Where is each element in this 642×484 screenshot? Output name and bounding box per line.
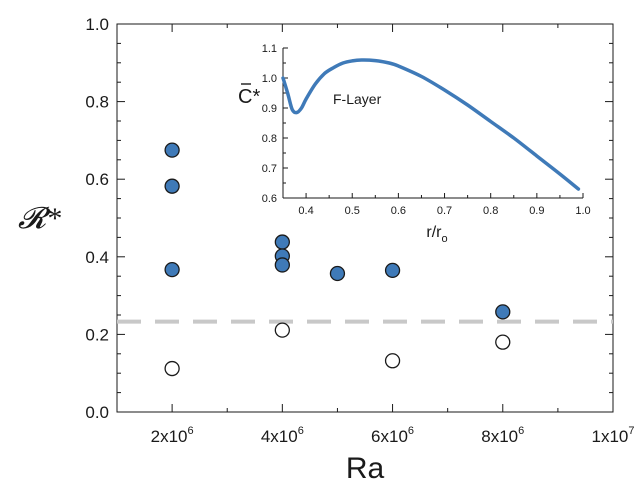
x-tick-base: 8x10 bbox=[481, 427, 518, 446]
filled-data-point bbox=[274, 234, 290, 250]
filled-data-point bbox=[329, 265, 346, 282]
y-axis-label: 𝓡* bbox=[18, 202, 61, 235]
x-tick-exponent: 6 bbox=[187, 425, 193, 437]
x-tick-label: 8x106 bbox=[481, 425, 524, 446]
inset-x-tick-label: 0.6 bbox=[391, 205, 406, 217]
filled-data-point bbox=[164, 261, 180, 278]
x-tick-base: 4x10 bbox=[261, 427, 298, 446]
y-tick-label: 0.4 bbox=[85, 248, 109, 267]
inset-chart: 0.6 0.7 0.8 0.9 1.0 1.1 0.4 0.5 0.6 0.7 0.8 0.9 1.0… bbox=[238, 43, 591, 245]
inset-x-ticks: 0.4 0.5 0.6 0.7 0.8 0.9 1.0 bbox=[298, 193, 591, 217]
x-tick-exponent: 6 bbox=[518, 425, 524, 437]
filled-data-point bbox=[495, 304, 511, 320]
inset-x-axis-label: r/ro bbox=[426, 224, 447, 245]
inset-y-tick-label: 1.0 bbox=[262, 73, 277, 85]
x-tick-base: 6x10 bbox=[371, 427, 408, 446]
inset-y-tick-label: 1.1 bbox=[262, 43, 277, 55]
inset-background bbox=[283, 48, 583, 198]
inset-x-tick-label: 0.5 bbox=[345, 205, 360, 217]
main-y-ticks: 0.0 0.2 0.4 0.6 0.8 1.0 bbox=[85, 15, 613, 422]
filled-data-point bbox=[164, 142, 180, 158]
main-x-ticks: 2x106 4x106 6x106 8x106 1x107 bbox=[116, 24, 635, 446]
y-tick-label: 0.6 bbox=[85, 170, 109, 189]
inset-series-line bbox=[281, 58, 581, 191]
inset-y-tick-label: 0.7 bbox=[262, 163, 277, 175]
inset-x-tick-label: 0.8 bbox=[483, 205, 498, 217]
x-tick-label: 1x107 bbox=[592, 425, 635, 446]
inset-x-tick-label: 1.0 bbox=[575, 205, 590, 217]
x-tick-base: 1x10 bbox=[592, 427, 629, 446]
inset-x-tick-label: 0.4 bbox=[298, 205, 313, 217]
y-tick-label: 0.2 bbox=[85, 325, 109, 344]
open-data-point bbox=[495, 334, 511, 350]
filled-data-point bbox=[274, 257, 290, 273]
x-tick-exponent: 7 bbox=[628, 425, 634, 437]
inset-y-axis-label: C* bbox=[238, 86, 260, 108]
inset-annotation: F-Layer bbox=[333, 91, 382, 107]
x-tick-label: 2x106 bbox=[151, 425, 194, 446]
inset-y-tick-label: 0.8 bbox=[262, 133, 277, 145]
inset-x-label-main: r/r bbox=[426, 224, 442, 241]
open-data-point bbox=[274, 322, 290, 338]
filled-data-point bbox=[384, 262, 401, 279]
filled-data-point bbox=[164, 178, 180, 194]
y-tick-label: 0.0 bbox=[85, 403, 109, 422]
main-data-points bbox=[164, 142, 511, 377]
open-data-point bbox=[384, 353, 401, 369]
inset-y-tick-label: 0.9 bbox=[262, 103, 277, 115]
inset-x-label-sub: o bbox=[441, 233, 447, 245]
open-data-point bbox=[164, 360, 180, 377]
x-tick-exponent: 6 bbox=[408, 425, 414, 437]
inset-y-tick-label: 0.6 bbox=[262, 193, 277, 205]
x-tick-base: 2x10 bbox=[151, 427, 188, 446]
x-tick-exponent: 6 bbox=[298, 425, 304, 437]
x-axis-label: Ra bbox=[346, 452, 385, 484]
inset-x-tick-label: 0.7 bbox=[437, 205, 452, 217]
y-tick-label: 0.8 bbox=[85, 93, 109, 112]
inset-x-tick-label: 0.9 bbox=[529, 205, 544, 217]
x-tick-label: 6x106 bbox=[371, 425, 414, 446]
inset-y-ticks: 0.6 0.7 0.8 0.9 1.0 1.1 bbox=[262, 43, 288, 205]
x-tick-label: 4x106 bbox=[261, 425, 304, 446]
y-tick-label: 1.0 bbox=[85, 15, 109, 34]
